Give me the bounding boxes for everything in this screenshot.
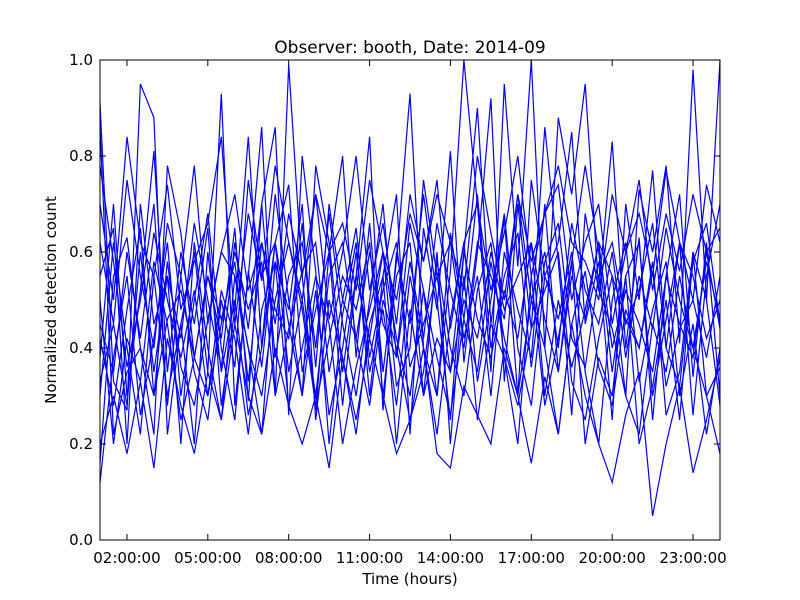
y-tick-label: 1.0: [69, 51, 93, 69]
x-axis-label: Time (hours): [361, 570, 457, 588]
x-tick-label: 05:00:00: [174, 549, 241, 567]
x-tick-label: 08:00:00: [255, 549, 322, 567]
y-axis-label: Normalized detection count: [42, 196, 60, 404]
y-tick-label: 0.4: [69, 339, 93, 357]
series-line-9: [99, 165, 721, 421]
series-line-13: [99, 323, 721, 517]
series-line-6: [99, 251, 721, 445]
x-tick-label: 23:00:00: [659, 549, 726, 567]
series-line-12: [99, 203, 721, 454]
series-line-11: [99, 127, 721, 435]
x-tick-label: 02:00:00: [93, 549, 160, 567]
y-tick-label: 0.2: [69, 435, 93, 453]
y-tick-label: 0.6: [69, 243, 93, 261]
series-layer: [99, 59, 721, 517]
x-tick-label: 20:00:00: [578, 549, 645, 567]
y-tick-label: 0.0: [69, 531, 93, 549]
tick-layer: 02:00:00 05:00:00 08:00:00 11:00:00 14:00:00…: [69, 51, 727, 567]
x-tick-label: 11:00:00: [336, 549, 403, 567]
plot-frame: [99, 59, 721, 541]
series-line-15: [99, 227, 721, 397]
series-line-14: [99, 136, 721, 325]
series-line-10: [99, 227, 721, 416]
plot-area: [100, 60, 720, 540]
series-line-5: [99, 213, 721, 483]
series-line-7: [99, 155, 721, 349]
y-tick-label: 0.8: [69, 147, 93, 165]
x-tick-label: 17:00:00: [498, 549, 565, 567]
x-tick-label: 14:00:00: [417, 549, 484, 567]
chart-title: Observer: booth, Date: 2014-09: [274, 38, 545, 58]
series-line-3: [99, 107, 721, 421]
